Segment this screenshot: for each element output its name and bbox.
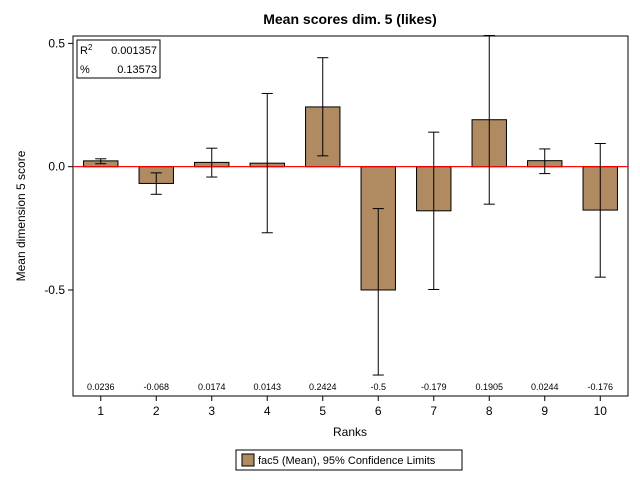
data-label: 0.0236 <box>87 382 115 392</box>
error-bars-layer <box>95 35 606 376</box>
stats-box: R2 0.001357 % 0.13573 <box>76 39 161 79</box>
plot-frame <box>72 35 629 397</box>
x-tick-label: 7 <box>430 404 437 418</box>
r2-value: 0.001357 <box>111 45 157 57</box>
data-label: -0.179 <box>421 382 447 392</box>
x-tick-label: 4 <box>264 404 271 418</box>
y-tick-label: -0.5 <box>44 283 65 297</box>
y-axis: 0.5 0.0 -0.5 <box>44 36 73 297</box>
legend-label: fac5 (Mean), 95% Confidence Limits <box>258 455 436 467</box>
x-axis: 1 2 3 4 5 6 7 8 9 10 <box>97 396 607 418</box>
pct-label: % <box>80 64 90 76</box>
x-tick-label: 1 <box>97 404 104 418</box>
y-axis-label: Mean dimension 5 score <box>14 150 28 281</box>
data-label: -0.176 <box>587 382 613 392</box>
x-tick-label: 2 <box>153 404 160 418</box>
x-tick-label: 5 <box>319 404 326 418</box>
y-tick-label: 0.5 <box>48 36 65 50</box>
data-label: -0.068 <box>143 382 169 392</box>
x-axis-label: Ranks <box>333 425 367 439</box>
data-label: 0.0244 <box>531 382 559 392</box>
x-tick-label: 3 <box>208 404 215 418</box>
legend: fac5 (Mean), 95% Confidence Limits <box>235 449 463 471</box>
data-label: 0.2424 <box>309 382 337 392</box>
legend-frame <box>235 449 463 471</box>
data-label: 0.0143 <box>253 382 281 392</box>
stats-box-frame <box>76 39 161 79</box>
legend-swatch <box>241 453 255 467</box>
data-label: -0.5 <box>370 382 386 392</box>
x-tick-label: 10 <box>594 404 608 418</box>
y-tick-label: 0.0 <box>48 160 65 174</box>
bars-layer <box>83 106 618 291</box>
x-tick-label: 9 <box>541 404 548 418</box>
data-labels-layer: 0.0236 -0.068 0.0174 0.0143 0.2424 -0.5 -0.179… <box>87 382 613 392</box>
r2-label: R2 <box>80 43 93 57</box>
pct-value: 0.13573 <box>117 64 157 76</box>
x-tick-label: 8 <box>486 404 493 418</box>
data-label: 0.1905 <box>475 382 503 392</box>
data-label: 0.0174 <box>198 382 226 392</box>
x-tick-label: 6 <box>375 404 382 418</box>
chart-title: Mean scores dim. 5 (likes) <box>263 11 437 27</box>
